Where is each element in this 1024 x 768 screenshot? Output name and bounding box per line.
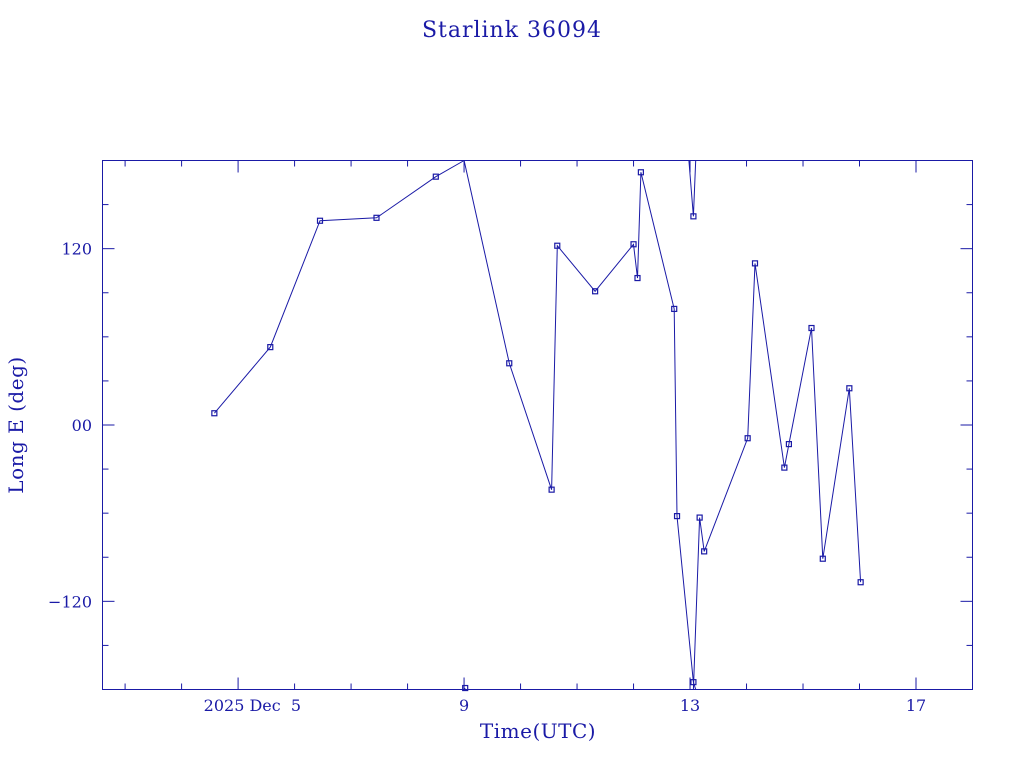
y-tick-label: 00 [72, 416, 92, 435]
data-point [592, 288, 599, 295]
data-point [696, 514, 703, 521]
data-point [554, 242, 561, 249]
plot-frame [102, 160, 973, 690]
data-point [432, 173, 439, 180]
y-ticks: 120 00 −120 [48, 160, 973, 690]
series-line [463, 687, 466, 690]
data-point [690, 213, 697, 220]
x-axis-title: Time(UTC) [480, 719, 596, 743]
data-point [637, 169, 644, 176]
data-point [673, 513, 681, 520]
data-point [462, 684, 469, 692]
series-line [463, 160, 697, 690]
data-point [751, 260, 759, 267]
series-line [688, 160, 697, 217]
data-point [267, 344, 274, 351]
data-point [548, 486, 555, 493]
data-point [857, 579, 864, 586]
x-tick-label: 2025 Dec 5 [204, 696, 301, 715]
series-line [214, 160, 465, 414]
data-point [373, 214, 380, 221]
x-tick-label: 13 [680, 696, 700, 715]
data-point [744, 435, 751, 442]
data-point [819, 555, 826, 562]
data-point [630, 241, 637, 248]
data-point [211, 410, 218, 417]
chart-title: Starlink 36094 [422, 18, 602, 43]
data-point [785, 441, 792, 448]
series-line [692, 263, 862, 690]
x-tick-label: 17 [906, 696, 926, 715]
y-tick-label: 120 [61, 240, 92, 259]
data-point [781, 464, 788, 471]
y-tick-label: −120 [48, 592, 92, 611]
data-point [808, 324, 815, 332]
data-point [701, 548, 708, 555]
y-axis-title: Long E (deg) [4, 356, 28, 493]
data-series [211, 160, 864, 692]
x-ticks: 2025 Dec 5 9 13 17 [124, 160, 973, 715]
data-point [316, 217, 324, 224]
x-tick-label: 9 [459, 696, 469, 715]
data-point [846, 385, 853, 392]
data-point [634, 274, 641, 282]
data-point [506, 360, 513, 367]
data-point [671, 305, 678, 313]
